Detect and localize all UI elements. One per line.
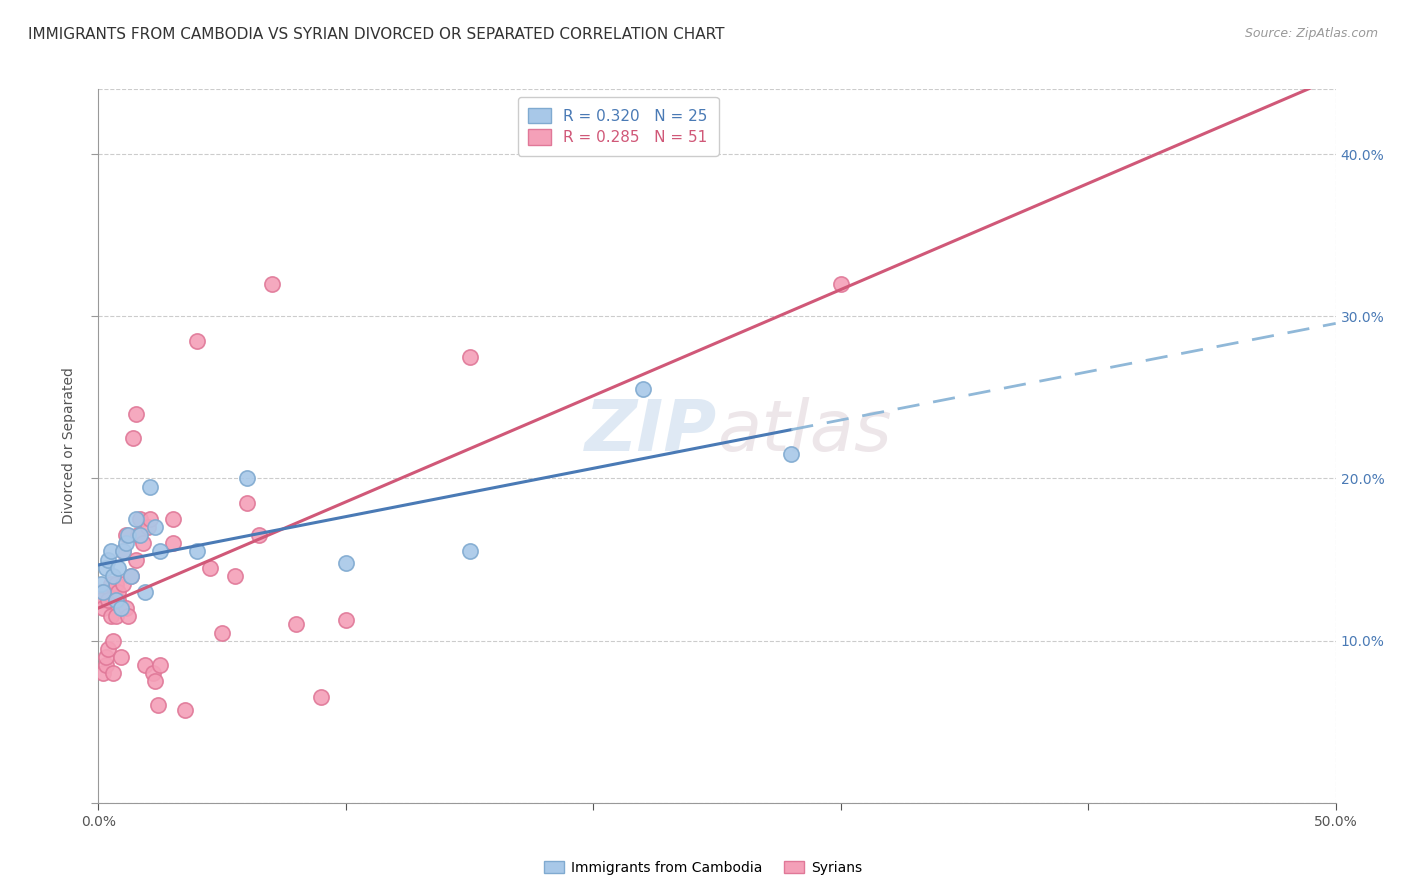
Point <box>112 544 135 558</box>
Point <box>162 512 184 526</box>
Point <box>97 641 120 656</box>
Point <box>260 277 283 291</box>
Point <box>112 544 135 558</box>
Point <box>93 666 115 681</box>
Point <box>129 528 152 542</box>
Point <box>103 633 125 648</box>
Point <box>127 528 149 542</box>
Point <box>174 703 197 717</box>
Point <box>124 512 146 526</box>
Text: IMMIGRANTS FROM CAMBODIA VS SYRIAN DIVORCED OR SEPARATED CORRELATION CHART: IMMIGRANTS FROM CAMBODIA VS SYRIAN DIVOR… <box>28 27 724 42</box>
Point <box>114 536 136 550</box>
Point <box>830 277 852 291</box>
Point <box>458 350 481 364</box>
Point <box>100 609 122 624</box>
Point <box>97 593 120 607</box>
Point <box>117 528 139 542</box>
Point <box>120 568 142 582</box>
Point <box>103 568 125 582</box>
Point <box>107 560 129 574</box>
Point <box>93 601 115 615</box>
Point <box>335 556 357 570</box>
Point <box>142 666 165 681</box>
Point <box>631 382 654 396</box>
Point <box>236 471 259 485</box>
Text: atlas: atlas <box>717 397 891 467</box>
Point <box>110 649 132 664</box>
Point <box>186 544 208 558</box>
Point <box>458 544 481 558</box>
Legend: Immigrants from Cambodia, Syrians: Immigrants from Cambodia, Syrians <box>538 855 868 880</box>
Point <box>143 520 166 534</box>
Point <box>132 536 155 550</box>
Point <box>90 585 112 599</box>
Point <box>236 496 259 510</box>
Point <box>90 593 112 607</box>
Point <box>247 528 270 542</box>
Point <box>129 512 152 526</box>
Point <box>110 601 132 615</box>
Point <box>104 593 127 607</box>
Point <box>122 431 145 445</box>
Point <box>104 577 127 591</box>
Legend: R = 0.320   N = 25, R = 0.285   N = 51: R = 0.320 N = 25, R = 0.285 N = 51 <box>517 97 718 155</box>
Point <box>134 657 156 672</box>
Point <box>97 552 120 566</box>
Point <box>94 649 117 664</box>
Point <box>143 674 166 689</box>
Point <box>224 568 246 582</box>
Point <box>136 520 159 534</box>
Point <box>134 585 156 599</box>
Point <box>146 698 169 713</box>
Point <box>211 625 233 640</box>
Point <box>139 512 162 526</box>
Point <box>120 568 142 582</box>
Text: Source: ZipAtlas.com: Source: ZipAtlas.com <box>1244 27 1378 40</box>
Point <box>117 609 139 624</box>
Point <box>149 657 172 672</box>
Text: ZIP: ZIP <box>585 397 717 467</box>
Point <box>107 593 129 607</box>
Point <box>100 577 122 591</box>
Point <box>149 544 172 558</box>
Point <box>139 479 162 493</box>
Point <box>114 528 136 542</box>
Point <box>114 601 136 615</box>
Point <box>94 560 117 574</box>
Point <box>94 657 117 672</box>
Point <box>104 609 127 624</box>
Point <box>90 577 112 591</box>
Point <box>103 666 125 681</box>
Point <box>186 334 208 348</box>
Point <box>335 613 357 627</box>
Point <box>780 447 803 461</box>
Point <box>309 690 332 705</box>
Point <box>124 552 146 566</box>
Y-axis label: Divorced or Separated: Divorced or Separated <box>62 368 76 524</box>
Point <box>198 560 221 574</box>
Point <box>107 585 129 599</box>
Point <box>124 407 146 421</box>
Point <box>285 617 308 632</box>
Point <box>162 536 184 550</box>
Point <box>93 585 115 599</box>
Point <box>100 544 122 558</box>
Point <box>112 577 135 591</box>
